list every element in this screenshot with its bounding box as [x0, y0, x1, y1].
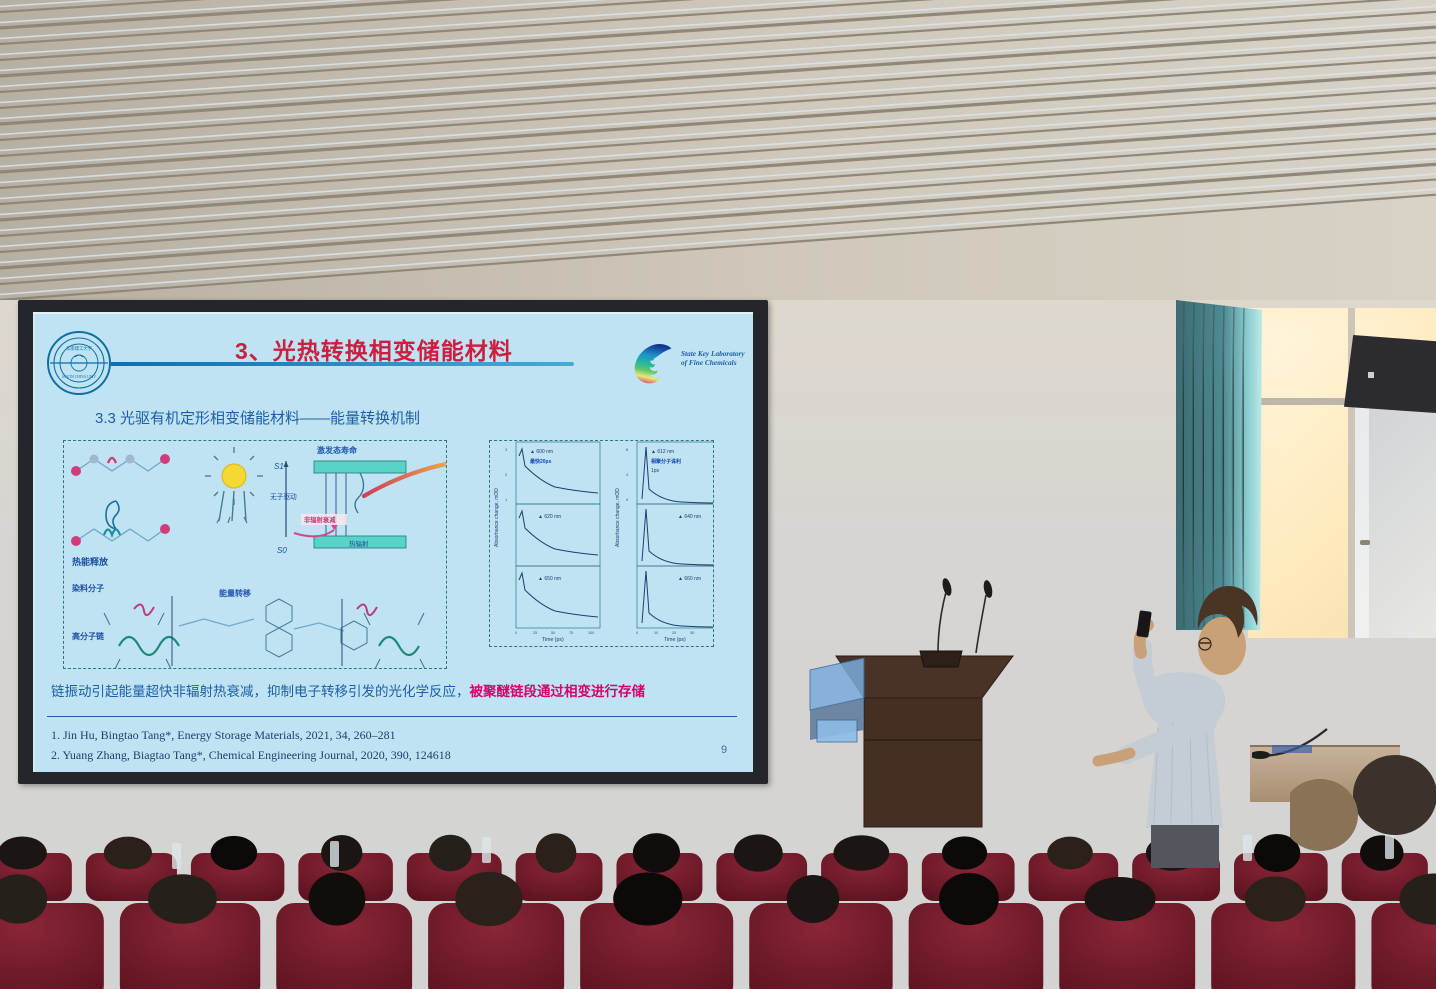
svg-text:华南理工大学: 华南理工大学: [66, 345, 92, 352]
svg-text:▲ 640 nm: ▲ 640 nm: [678, 514, 701, 520]
svg-text:75: 75: [569, 631, 573, 635]
svg-text:▲ 600 nm: ▲ 600 nm: [530, 449, 553, 455]
svg-text:0: 0: [515, 631, 517, 635]
svg-text:热能释放: 热能释放: [72, 556, 109, 567]
svg-text:染料分子: 染料分子: [71, 583, 104, 593]
svg-text:Time (ps): Time (ps): [542, 637, 564, 643]
svg-text:50: 50: [551, 631, 555, 635]
svg-text:能量转移: 能量转移: [219, 588, 251, 598]
svg-text:20: 20: [672, 631, 676, 635]
svg-text:0: 0: [636, 631, 638, 635]
svg-text:最快20ps: 最快20ps: [530, 458, 552, 465]
svg-text:激发态寿命: 激发态寿命: [317, 445, 358, 455]
svg-text:1ps: 1ps: [651, 468, 660, 474]
svg-text:非辐射衰减: 非辐射衰减: [304, 515, 336, 524]
svg-text:无子驱动: 无子驱动: [270, 493, 297, 501]
svg-text:S0: S0: [277, 546, 287, 555]
svg-text:S1: S1: [274, 462, 284, 471]
svg-text:1: 1: [505, 497, 508, 502]
svg-text:▲ 660 nm: ▲ 660 nm: [678, 576, 701, 582]
svg-text:高分子链: 高分子链: [72, 631, 105, 641]
svg-text:4: 4: [626, 472, 629, 477]
svg-text:Absorbance change, mOD: Absorbance change, mOD: [494, 488, 500, 547]
svg-text:8: 8: [626, 447, 629, 452]
svg-text:▲ 620 nm: ▲ 620 nm: [538, 514, 561, 520]
svg-text:10: 10: [654, 631, 658, 635]
svg-text:3: 3: [505, 447, 508, 452]
svg-text:相聚分子诛利: 相聚分子诛利: [651, 458, 681, 465]
svg-text:▲ 650 nm: ▲ 650 nm: [538, 576, 561, 582]
svg-text:100: 100: [588, 631, 594, 635]
svg-text:0: 0: [626, 497, 629, 502]
svg-text:25: 25: [533, 631, 537, 635]
svg-text:2: 2: [505, 472, 508, 477]
svg-text:▲ 612 nm: ▲ 612 nm: [651, 449, 674, 455]
svg-text:Time (ps): Time (ps): [664, 637, 686, 643]
svg-text:SOUTH CHINA UNIV: SOUTH CHINA UNIV: [62, 375, 96, 379]
svg-text:Absorbance change, mOD: Absorbance change, mOD: [615, 488, 621, 547]
svg-text:热辐射: 热辐射: [349, 539, 369, 548]
svg-text:30: 30: [690, 631, 694, 635]
